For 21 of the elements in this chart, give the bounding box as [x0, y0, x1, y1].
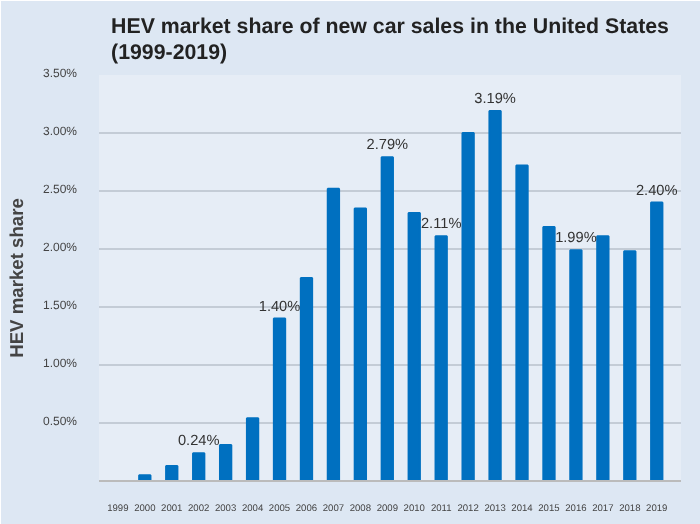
bar	[407, 212, 421, 481]
bar	[380, 156, 394, 481]
bar	[515, 164, 529, 481]
bar	[650, 201, 664, 481]
bar	[192, 452, 206, 481]
bar	[165, 464, 179, 481]
bar	[434, 235, 448, 481]
bar	[542, 225, 556, 481]
y-axis-title: HEV market share	[6, 198, 27, 358]
bar	[272, 317, 287, 481]
bar	[488, 109, 502, 481]
bar	[353, 207, 368, 481]
bar	[596, 235, 610, 481]
bar	[326, 187, 341, 481]
chart-title: HEV market share of new car sales in the United States (1999-2019)	[111, 14, 670, 65]
bar	[461, 132, 475, 481]
bar	[218, 444, 233, 481]
bar	[299, 277, 314, 481]
bar	[245, 417, 260, 481]
bar	[569, 249, 583, 481]
bar	[623, 250, 637, 481]
